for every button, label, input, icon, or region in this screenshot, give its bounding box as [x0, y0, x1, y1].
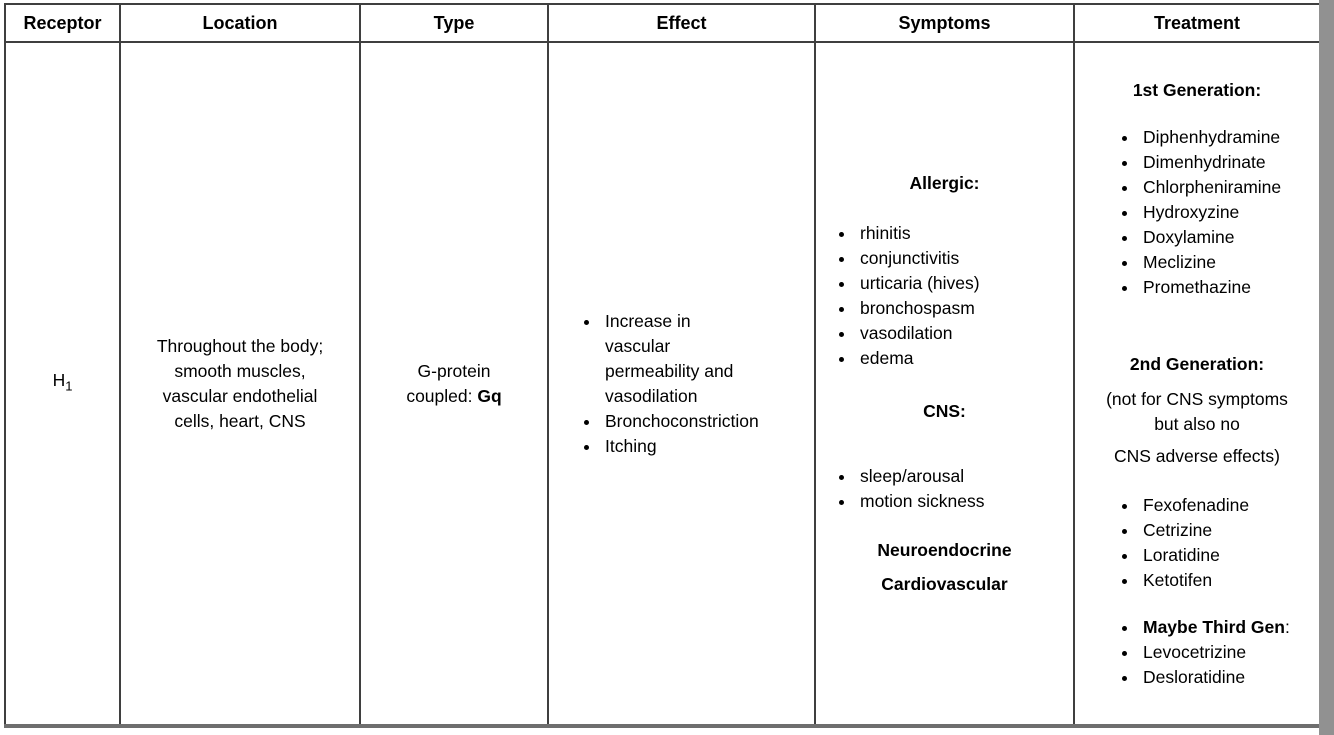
second-gen-drug-list: FexofenadineCetrizineLoratidineKetotifen	[1081, 493, 1313, 593]
cell-effect: Increase in vascular permeability and va…	[547, 41, 816, 728]
list-item: Hydroxyzine	[1139, 200, 1313, 225]
effect-list: Increase in vascular permeability and va…	[555, 309, 808, 459]
cell-type: G-protein coupled: Gq	[359, 41, 549, 728]
receptor-table: Receptor Location Type Effect Symptoms T…	[4, 3, 1321, 728]
third-gen-label-bold: Maybe Third Gen	[1143, 616, 1285, 637]
cns-symptoms-list: sleep/arousalmotion sickness	[822, 464, 1067, 514]
list-item: Fexofenadine	[1139, 493, 1313, 518]
list-item: urticaria (hives)	[856, 271, 1067, 296]
column-header-effect: Effect	[547, 3, 816, 43]
list-item: rhinitis	[856, 221, 1067, 246]
list-item: Chlorpheniramine	[1139, 175, 1313, 200]
second-gen-note-line-1: (not for CNS symptoms but also no	[1106, 388, 1288, 434]
first-gen-drug-list: DiphenhydramineDimenhydrinateChlorphenir…	[1081, 125, 1313, 300]
third-gen-drug-list: Maybe Third Gen: LevocetrizineDesloratid…	[1081, 615, 1313, 690]
list-item: motion sickness	[856, 489, 1067, 514]
list-item: Doxylamine	[1139, 225, 1313, 250]
type-gq-label: Gq	[477, 385, 502, 406]
type-line-2: coupled: Gq	[367, 384, 541, 409]
list-item: Increase in vascular permeability and va…	[601, 309, 808, 409]
cell-treatment: 1st Generation: DiphenhydramineDimenhydr…	[1073, 41, 1321, 728]
table-row: H1 Throughout the body; smooth muscles, …	[4, 41, 1321, 728]
list-item: Cetrizine	[1139, 518, 1313, 543]
list-item: conjunctivitis	[856, 246, 1067, 271]
symptoms-cardiovascular-heading: Cardiovascular	[881, 573, 1008, 594]
list-item: Ketotifen	[1139, 568, 1313, 593]
cell-symptoms: Allergic: rhinitisconjunctivitisurticari…	[814, 41, 1075, 728]
third-gen-label: Maybe Third Gen:	[1139, 615, 1313, 640]
second-gen-note-line-2: CNS adverse effects)	[1114, 445, 1280, 466]
scrollbar-track[interactable]	[1319, 0, 1334, 735]
list-item: Diphenhydramine	[1139, 125, 1313, 150]
column-header-location: Location	[119, 3, 361, 43]
list-item: Desloratidine	[1139, 665, 1313, 690]
symptoms-allergic-heading: Allergic:	[909, 172, 980, 193]
list-item: edema	[856, 346, 1067, 371]
column-header-type: Type	[359, 3, 549, 43]
receptor-symbol: H1	[52, 370, 73, 394]
list-item: Dimenhydrinate	[1139, 150, 1313, 175]
type-text: G-protein coupled: Gq	[367, 359, 541, 409]
list-item: Levocetrizine	[1139, 640, 1313, 665]
symptoms-neuroendocrine-heading: Neuroendocrine	[877, 539, 1012, 560]
list-item: bronchospasm	[856, 296, 1067, 321]
symptoms-cns-heading: CNS:	[923, 400, 966, 421]
treatment-first-gen-heading: 1st Generation:	[1132, 79, 1262, 100]
cell-location: Throughout the body; smooth muscles, vas…	[119, 41, 361, 728]
type-line-1: G-protein	[417, 360, 491, 381]
column-header-receptor: Receptor	[4, 3, 121, 43]
list-item: vasodilation	[856, 321, 1067, 346]
receptor-subscript: 1	[65, 378, 73, 394]
list-item: Promethazine	[1139, 275, 1313, 300]
type-coupled-label: coupled:	[406, 385, 478, 406]
list-item: Itching	[601, 434, 808, 459]
column-header-treatment: Treatment	[1073, 3, 1321, 43]
third-gen-label-colon: :	[1284, 616, 1290, 637]
list-item: Meclizine	[1139, 250, 1313, 275]
allergic-symptoms-list: rhinitisconjunctivitisurticaria (hives)b…	[822, 221, 1067, 371]
cell-receptor: H1	[4, 41, 121, 728]
treatment-second-gen-heading: 2nd Generation:	[1129, 353, 1265, 374]
header-row: Receptor Location Type Effect Symptoms T…	[4, 3, 1321, 43]
list-item: Bronchoconstriction	[601, 409, 808, 434]
location-text: Throughout the body; smooth muscles, vas…	[156, 335, 324, 431]
column-header-symptoms: Symptoms	[814, 3, 1075, 43]
list-item: Loratidine	[1139, 543, 1313, 568]
list-item: sleep/arousal	[856, 464, 1067, 489]
